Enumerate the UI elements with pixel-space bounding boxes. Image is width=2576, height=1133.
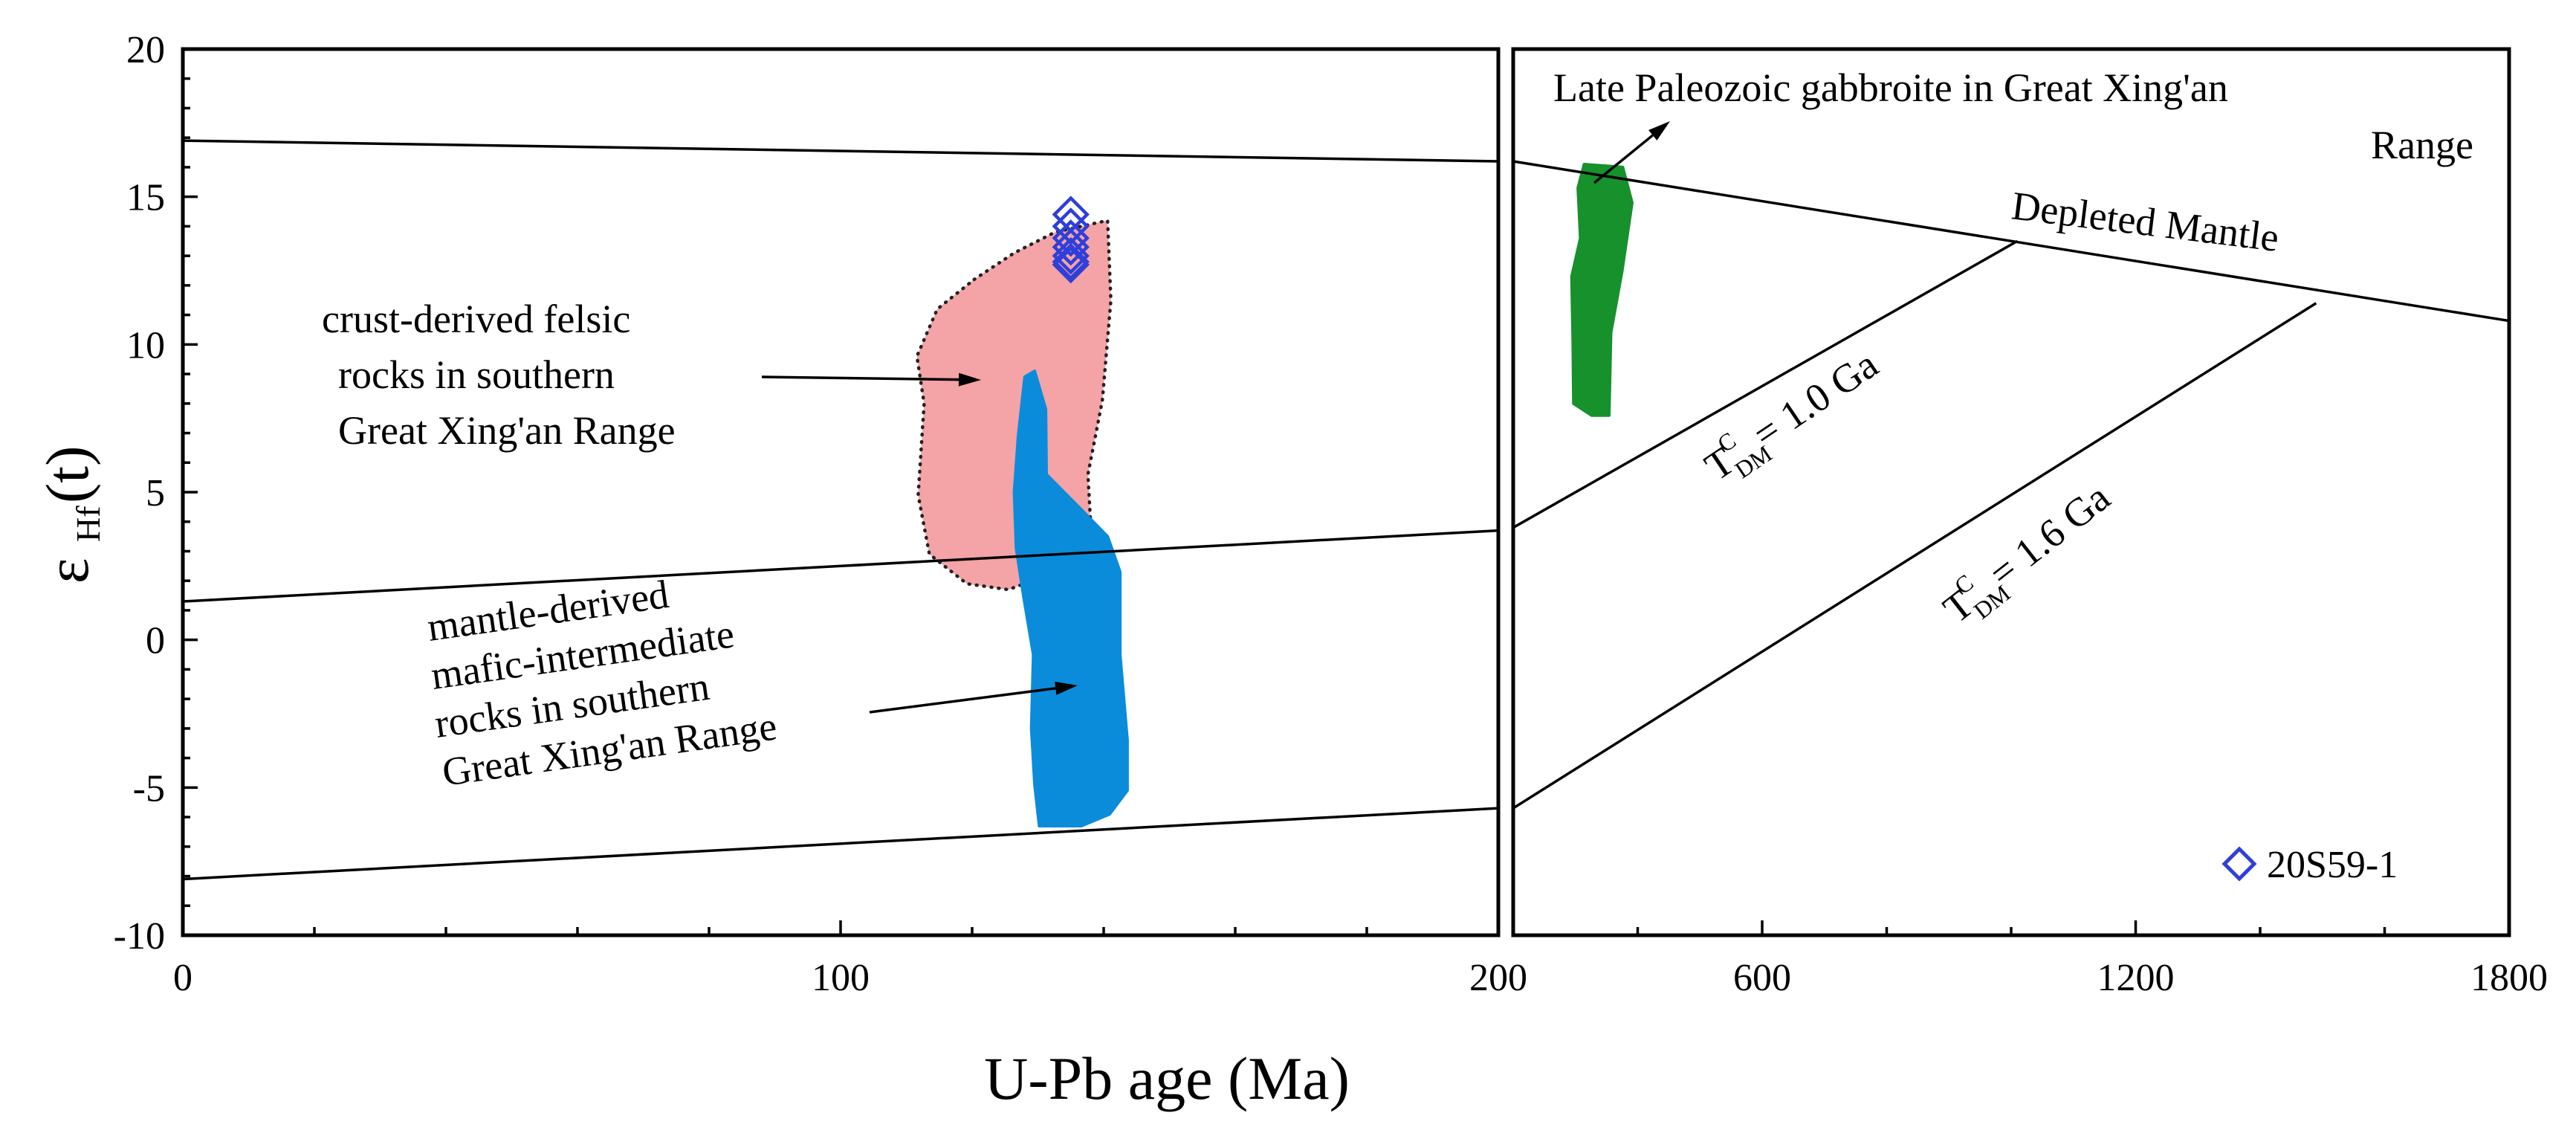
y-tick-label: -5: [133, 767, 165, 810]
reference-line-1-2: [1512, 302, 2317, 810]
x-tick-label: 600: [1733, 957, 1791, 999]
mafic-arrow-shaft: [869, 687, 1056, 714]
x-tick-label: 1800: [2470, 957, 2548, 999]
tdm-1-0-label-value: = 1.0 Ga: [1745, 341, 1886, 456]
x-tick-label: 1200: [2097, 957, 2175, 999]
y-tick-label: 10: [126, 324, 165, 367]
field-1-0: [1570, 163, 1634, 417]
gabbro-arrow-shaft: [1593, 134, 1654, 184]
felsic-label: Great Xing'an Range: [338, 408, 676, 453]
y-tick-label: 20: [126, 29, 165, 71]
gabbro-label: Range: [2371, 123, 2473, 167]
reference-line-0-0: [182, 139, 1499, 163]
reference-line-0-1: [182, 529, 1499, 603]
y-tick-label: 5: [146, 472, 165, 514]
data-point: [1052, 245, 1090, 284]
felsic-label: crust-derived felsic: [322, 297, 630, 341]
x-axis-title: U-Pb age (Ma): [984, 1045, 1350, 1112]
gabbro-arrow-head: [1648, 121, 1670, 141]
felsic-label: rocks in southern: [338, 352, 615, 397]
mafic-arrow: [869, 681, 1078, 714]
x-tick-label: 100: [812, 957, 870, 999]
tdm-1-6-label-value: = 1.6 Ga: [1981, 474, 2118, 595]
y-axis-title-main: ε: [33, 558, 101, 584]
left-panel-frame: [181, 47, 1501, 937]
y-axis-title-sub: Hf: [69, 506, 107, 542]
y-tick-label: 15: [126, 177, 165, 219]
reference-line-0-2: [182, 807, 1499, 881]
reference-line-1-0: [1512, 160, 2510, 323]
right-panel-frame: [1511, 47, 2511, 937]
x-tick-label: 200: [1469, 957, 1527, 999]
data-point: [1052, 242, 1090, 281]
left-panel-content: [182, 139, 1499, 881]
data-point: [1052, 207, 1090, 245]
y-axis-title-tail: (t): [33, 446, 101, 503]
y-axis-title: ε Hf(t): [33, 446, 107, 584]
right-panel-content: [1512, 160, 2510, 810]
y-tick-label: 0: [146, 620, 165, 662]
data-point: [1052, 228, 1090, 266]
legend-label: 20S59-1: [2267, 844, 2398, 886]
y-tick-label: -10: [114, 915, 165, 958]
mafic-arrow-head: [1055, 681, 1078, 695]
gabbro-arrow: [1593, 121, 1670, 184]
data-point: [1052, 219, 1090, 257]
gabbro-label: Late Paleozoic gabbroite in Great Xing'a…: [1553, 65, 2228, 110]
felsic-arrow-head: [958, 372, 981, 387]
field-0-1: [1012, 369, 1129, 827]
data-point: [1052, 236, 1090, 275]
legend-marker: [2221, 846, 2257, 882]
reference-line-1-1: [1512, 239, 2019, 529]
felsic-arrow: [761, 372, 981, 387]
felsic-arrow-shaft: [761, 375, 959, 381]
x-tick-label: 0: [173, 957, 192, 999]
data-point: [1052, 196, 1090, 233]
